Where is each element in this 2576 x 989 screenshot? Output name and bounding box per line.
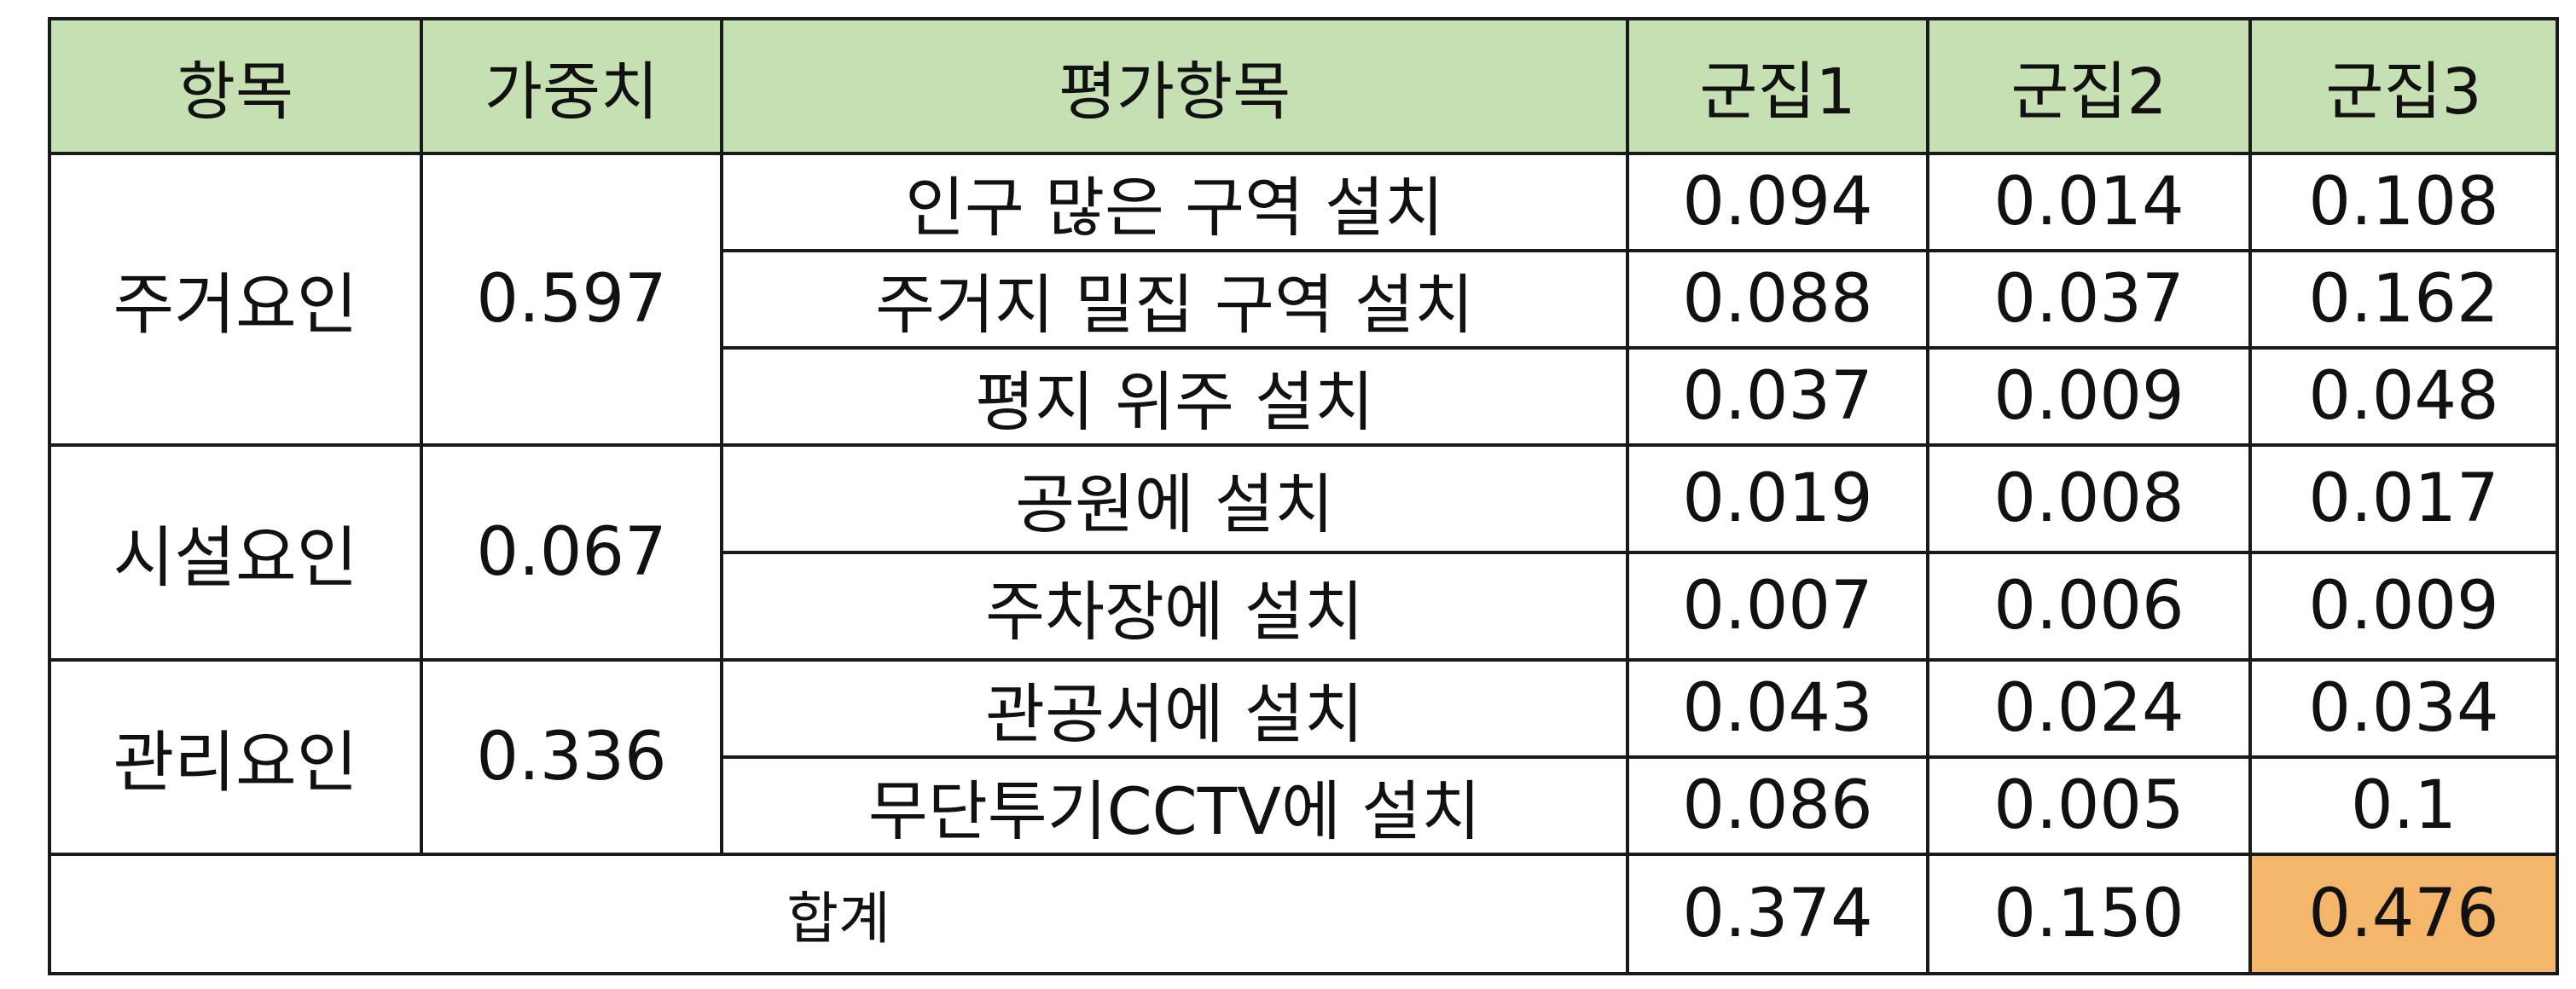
cluster1-value: 0.088 [1626, 249, 1929, 350]
cluster2-value: 0.024 [1926, 658, 2252, 759]
header-item: 항목 [48, 17, 423, 155]
total-label: 합계 [48, 853, 1629, 975]
cluster1-value: 0.019 [1626, 443, 1929, 554]
cluster3-value: 0.048 [2248, 346, 2559, 447]
cluster2-value: 0.014 [1926, 152, 2252, 252]
table-row: 무단투기CCTV에 설치 0.086 0.005 0.1 [49, 755, 2559, 856]
eval-item: 무단투기CCTV에 설치 [720, 755, 1629, 856]
group-weight: 0.067 [420, 443, 723, 662]
eval-item: 공원에 설치 [720, 443, 1629, 554]
total-cluster2: 0.150 [1926, 853, 2252, 975]
cluster2-value: 0.008 [1926, 443, 2252, 554]
group-name: 관리요인 [48, 658, 423, 856]
cluster1-value: 0.007 [1626, 551, 1929, 662]
table-row: 시설요인 0.067 공원에 설치 0.019 0.008 0.017 [48, 443, 2559, 662]
eval-item: 주거지 밀집 구역 설치 [720, 249, 1629, 350]
table-container: 항목 가중치 평가항목 군집1 군집2 군집3 주거요인 0.597 인구 많은… [48, 17, 2559, 975]
cluster2-value: 0.005 [1926, 755, 2252, 856]
table-row: 주거지 밀집 구역 설치 0.088 0.037 0.162 [49, 249, 2559, 350]
eval-item: 주차장에 설치 [720, 551, 1629, 662]
header-cluster1: 군집1 [1626, 17, 1929, 155]
table-row: 평지 위주 설치 0.037 0.009 0.048 [49, 346, 2559, 447]
cluster3-value: 0.1 [2248, 755, 2559, 856]
cluster3-value: 0.108 [2248, 152, 2559, 252]
cluster1-value: 0.043 [1626, 658, 1929, 759]
eval-item: 인구 많은 구역 설치 [720, 152, 1629, 252]
group-name: 시설요인 [48, 443, 423, 662]
header-cluster3: 군집3 [2248, 17, 2559, 155]
cluster2-value: 0.037 [1926, 249, 2252, 350]
cluster3-value: 0.017 [2248, 443, 2559, 554]
header-row: 항목 가중치 평가항목 군집1 군집2 군집3 [48, 17, 2559, 155]
header-eval-item: 평가항목 [720, 17, 1629, 155]
total-cluster1: 0.374 [1626, 853, 1929, 975]
header-weight: 가중치 [420, 17, 723, 155]
table-row: 관리요인 0.336 관공서에 설치 0.043 0.024 0.034 [48, 658, 2559, 856]
cluster2-value: 0.006 [1926, 551, 2252, 662]
cluster3-value: 0.009 [2248, 551, 2559, 662]
group-weight: 0.597 [420, 152, 723, 447]
group-name: 주거요인 [48, 152, 423, 447]
table-row: 주거요인 0.597 인구 많은 구역 설치 0.094 0.014 0.108 [48, 152, 2559, 447]
evaluation-table: 항목 가중치 평가항목 군집1 군집2 군집3 주거요인 0.597 인구 많은… [48, 17, 2559, 975]
group-weight: 0.336 [420, 658, 723, 856]
total-cluster3-highlight: 0.476 [2248, 853, 2559, 975]
cluster2-value: 0.009 [1926, 346, 2252, 447]
cluster1-value: 0.037 [1626, 346, 1929, 447]
cluster3-value: 0.034 [2248, 658, 2559, 759]
eval-item: 평지 위주 설치 [720, 346, 1629, 447]
header-cluster2: 군집2 [1926, 17, 2252, 155]
table-row: 주차장에 설치 0.007 0.006 0.009 [49, 551, 2559, 662]
cluster3-value: 0.162 [2248, 249, 2559, 350]
total-row: 합계 0.374 0.150 0.476 [48, 853, 2559, 975]
cluster1-value: 0.094 [1626, 152, 1929, 252]
cluster1-value: 0.086 [1626, 755, 1929, 856]
eval-item: 관공서에 설치 [720, 658, 1629, 759]
